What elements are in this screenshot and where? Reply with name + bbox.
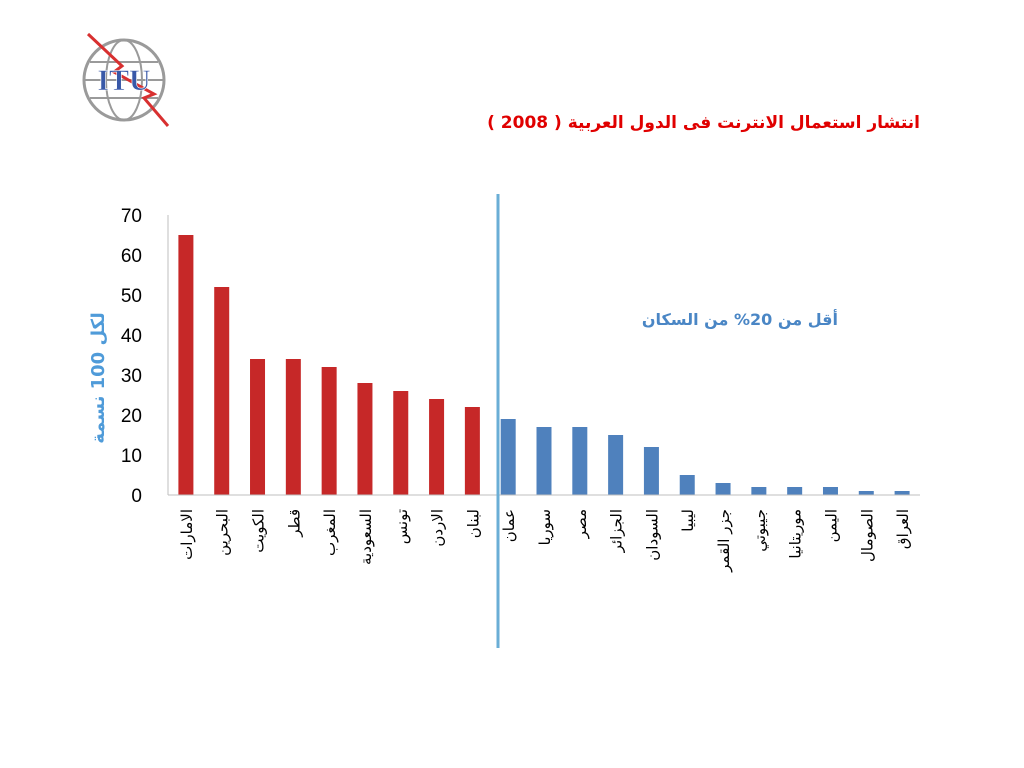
y-tick-label: 40 (121, 326, 142, 347)
bar-below-threshold (751, 487, 767, 495)
bar-above-threshold (357, 383, 373, 495)
bar-above-threshold (464, 407, 480, 495)
logo-text: ITU (97, 64, 150, 97)
category-label: الامارات (178, 509, 196, 560)
bar-above-threshold (285, 359, 301, 495)
bar-above-threshold (178, 235, 194, 495)
bar-above-threshold (214, 287, 230, 495)
y-tick-label: 30 (121, 366, 142, 387)
bars (178, 235, 910, 495)
bar-above-threshold (429, 399, 445, 495)
bar-below-threshold (715, 483, 731, 495)
bar-below-threshold (787, 487, 803, 495)
category-label: الكويت (250, 509, 268, 553)
bar-below-threshold (894, 491, 910, 495)
category-label: الاردن (429, 509, 447, 547)
category-label: السودان (643, 509, 661, 561)
bar-above-threshold (321, 367, 337, 495)
category-label: البحرين (214, 509, 232, 556)
category-labels: الامارات البحرين الكويت قطر المغرب السعودية تو… (178, 509, 912, 573)
bar-below-threshold (858, 491, 874, 495)
itu-logo-icon: ITU (82, 32, 170, 127)
slide-title: انتشار استعمال الانترنت فى الدول العربية… (487, 113, 920, 133)
bar-below-threshold (643, 447, 659, 495)
threshold-annotation: أقل من 20% من السكان (642, 309, 838, 329)
bar-above-threshold (393, 391, 409, 495)
category-label: العراق (894, 509, 912, 549)
category-label: موريتانيا (787, 509, 805, 559)
bar-below-threshold (608, 435, 624, 495)
category-label: مصر (572, 509, 590, 539)
bar-below-threshold (500, 419, 516, 495)
category-label: لبنان (464, 509, 482, 538)
y-tick-label: 50 (121, 286, 142, 307)
category-label: جيبوتي (751, 509, 770, 552)
y-tick-label: 70 (121, 206, 142, 227)
category-label: المغرب (321, 509, 339, 556)
y-ticks: 0 10 20 30 40 50 60 70 (121, 206, 142, 507)
category-label: عمان (500, 509, 518, 542)
y-tick-label: 60 (121, 246, 142, 267)
category-label: تونس (393, 509, 411, 544)
category-label: ليبيا (679, 509, 697, 532)
category-label: سوريا (536, 509, 554, 545)
bar-below-threshold (572, 427, 588, 495)
category-label: السعودية (357, 509, 375, 565)
category-label: قطر (285, 509, 303, 538)
bar-below-threshold (822, 487, 838, 495)
bar-above-threshold (250, 359, 266, 495)
category-label: الصومال (858, 509, 876, 562)
logo-lightning-bolt (86, 32, 170, 127)
bar-below-threshold (679, 475, 695, 495)
y-tick-label: 0 (131, 486, 142, 507)
y-axis-label: لكل 100 نسمة (88, 312, 109, 443)
y-tick-label: 10 (121, 446, 142, 467)
y-tick-label: 20 (121, 406, 142, 427)
category-label: الجزائر (608, 509, 626, 553)
category-label: اليمن (822, 509, 840, 542)
bar-below-threshold (536, 427, 552, 495)
category-label: جزر القمر (715, 509, 733, 573)
